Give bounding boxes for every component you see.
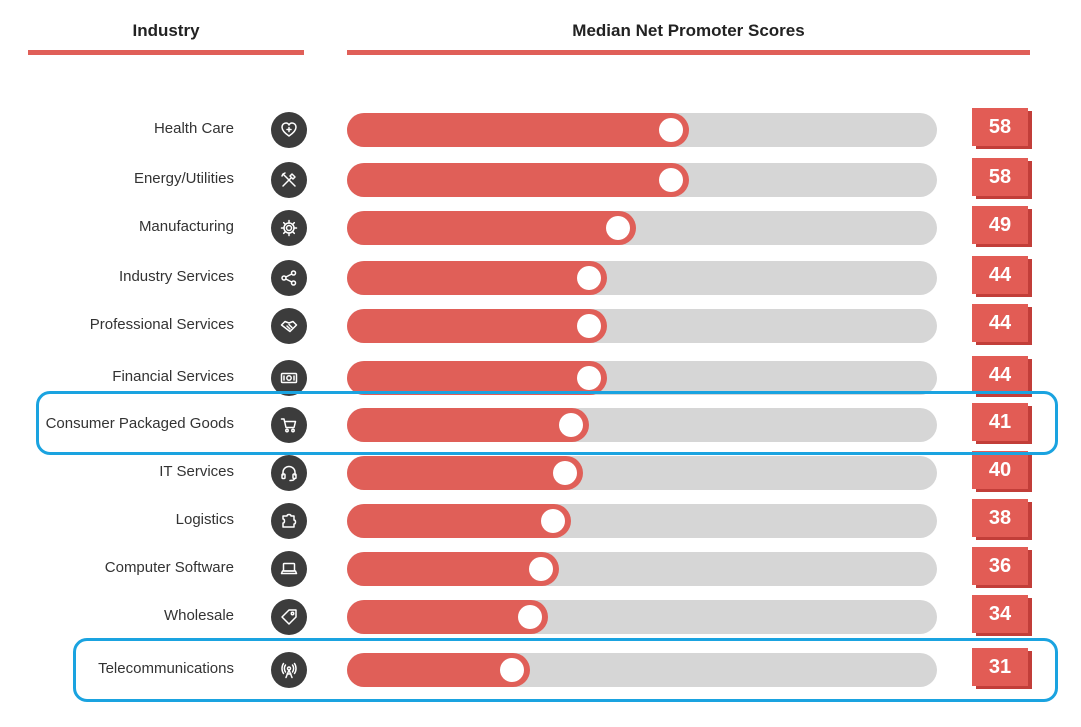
bar-track: [347, 113, 937, 147]
value-badge: 44: [972, 356, 1028, 394]
chart-row: IT Services 40: [0, 451, 1081, 493]
chart-row: Computer Software 36: [0, 547, 1081, 589]
bar-knob: [577, 366, 601, 390]
bar-track: [347, 600, 937, 634]
bar-fill: [347, 552, 559, 586]
chart-row: Consumer Packaged Goods 41: [0, 403, 1081, 445]
bar-fill: [347, 456, 583, 490]
chart-row: Telecommunications 31: [0, 648, 1081, 690]
bar-track: [347, 261, 937, 295]
laptop-icon: [271, 551, 307, 587]
bar-track: [347, 309, 937, 343]
bar-fill: [347, 653, 530, 687]
money-icon: [271, 360, 307, 396]
bar-fill: [347, 211, 636, 245]
chart-row: Energy/Utilities 58: [0, 158, 1081, 200]
category-label: Health Care: [153, 120, 234, 137]
category-label: Logistics: [175, 511, 234, 528]
bar-track: [347, 552, 937, 586]
bar-track: [347, 163, 937, 197]
category-label: Financial Services: [112, 368, 234, 385]
bar-fill: [347, 163, 689, 197]
scores-header: Median Net Promoter Scores: [572, 21, 805, 40]
headset-icon: [271, 455, 307, 491]
chart-row: Logistics 38: [0, 499, 1081, 541]
bar-fill: [347, 408, 589, 442]
bar-knob: [553, 461, 577, 485]
value-badge: 44: [972, 256, 1028, 294]
chart-row: Financial Services 44: [0, 356, 1081, 398]
category-label: Energy/Utilities: [133, 170, 234, 187]
value-badge: 58: [972, 108, 1028, 146]
cart-icon: [271, 407, 307, 443]
bar-knob: [529, 557, 553, 581]
bar-fill: [347, 113, 689, 147]
chart-row: Professional Services 44: [0, 304, 1081, 346]
chart-row: Wholesale 34: [0, 595, 1081, 637]
value-badge: 58: [972, 158, 1028, 196]
bar-track: [347, 456, 937, 490]
bar-fill: [347, 361, 607, 395]
bar-track: [347, 361, 937, 395]
tools-icon: [271, 162, 307, 198]
highlight-frame: [36, 391, 1058, 455]
bar-knob: [577, 314, 601, 338]
category-label: Telecommunications: [98, 660, 234, 677]
bar-fill: [347, 309, 607, 343]
bar-track: [347, 211, 937, 245]
category-label: Industry Services: [118, 268, 234, 285]
chart-row: Health Care 58: [0, 108, 1081, 150]
value-badge: 49: [972, 206, 1028, 244]
antenna-icon: [271, 652, 307, 688]
category-label: Professional Services: [89, 316, 234, 333]
bar-knob: [541, 509, 565, 533]
bar-knob: [559, 413, 583, 437]
value-badge: 38: [972, 499, 1028, 537]
puzzle-icon: [271, 503, 307, 539]
bar-fill: [347, 261, 607, 295]
handshake-icon: [271, 308, 307, 344]
category-label: IT Services: [159, 463, 234, 480]
bar-knob: [518, 605, 542, 629]
value-badge: 40: [972, 451, 1028, 489]
industry-header: Industry: [132, 21, 200, 40]
industry-header-rule: [28, 50, 304, 55]
value-badge: 44: [972, 304, 1028, 342]
category-label: Computer Software: [104, 559, 234, 576]
value-badge: 36: [972, 547, 1028, 585]
scores-header-rule: [347, 50, 1030, 55]
bar-track: [347, 504, 937, 538]
value-badge: 41: [972, 403, 1028, 441]
category-label: Wholesale: [163, 607, 234, 624]
share-icon: [271, 260, 307, 296]
bar-knob: [659, 118, 683, 142]
bar-track: [347, 408, 937, 442]
bar-track: [347, 653, 937, 687]
bar-fill: [347, 504, 571, 538]
value-badge: 34: [972, 595, 1028, 633]
chart-row: Manufacturing 49: [0, 206, 1081, 248]
bar-knob: [659, 168, 683, 192]
tag-icon: [271, 599, 307, 635]
gear-icon: [271, 210, 307, 246]
category-label: Consumer Packaged Goods: [45, 415, 234, 432]
highlight-frame: [73, 638, 1058, 702]
category-label: Manufacturing: [138, 218, 234, 235]
bar-knob: [577, 266, 601, 290]
bar-knob: [500, 658, 524, 682]
heart-icon: [271, 112, 307, 148]
bar-fill: [347, 600, 548, 634]
value-badge: 31: [972, 648, 1028, 686]
chart-row: Industry Services 44: [0, 256, 1081, 298]
bar-knob: [606, 216, 630, 240]
